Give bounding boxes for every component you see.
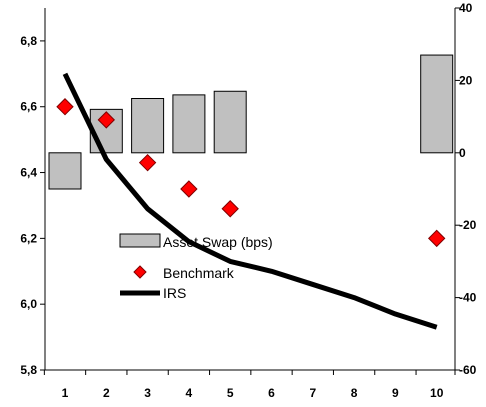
benchmark-marker [221,200,239,218]
left-tick-label: 6,0 [20,297,37,311]
x-tick-label: 5 [227,386,234,400]
benchmark-marker [97,111,116,129]
legend-swatch-asset-swap [119,233,161,248]
x-tick-label: 10 [430,386,444,400]
right-tick-label: 20 [459,73,473,87]
right-tick-label: -40 [459,291,477,305]
asset-swap-bar [172,94,206,154]
x-tick-label: 6 [268,386,275,400]
legend: Asset Swap (bps) Benchmark IRS [119,233,273,301]
x-tick-label: 1 [62,386,69,400]
x-tick-label: 7 [309,386,316,400]
benchmark-marker [180,180,198,198]
axes: 5,8 6,0 6,2 6,4 6,6 6,8 -60 -40 -20 0 20 40 1 2 3 4 5 6 7 8… [20,1,476,400]
benchmark-marker [138,153,157,172]
x-tick-label: 8 [351,386,358,400]
legend-swatch-benchmark [133,265,147,279]
x-tick-label: 2 [103,386,110,400]
left-tick-label: 6,4 [20,166,37,180]
x-tick-label: 9 [392,386,399,400]
right-tick-label: -60 [459,363,477,377]
irs-line [62,72,438,330]
right-tick-label: 40 [459,1,473,15]
right-tick-label: -20 [459,218,477,232]
plot-area [48,54,454,330]
legend-label-asset-swap: Asset Swap (bps) [163,234,273,250]
benchmark-marker [427,229,446,248]
asset-swap-bar [420,54,454,154]
x-tick-label: 3 [144,386,151,400]
benchmark-marker [56,98,74,116]
asset-swap-bar [131,98,165,154]
left-tick-label: 5,8 [20,363,37,377]
asset-swap-bar [48,152,82,190]
left-tick-label: 6,2 [20,231,37,245]
x-tick-label: 4 [186,386,193,400]
asset-swap-bar [213,90,247,154]
right-tick-label: 0 [459,146,466,160]
left-tick-label: 6,8 [20,34,37,48]
legend-label-benchmark: Benchmark [163,265,235,281]
legend-label-irs: IRS [163,285,186,301]
left-tick-label: 6,6 [20,100,37,114]
